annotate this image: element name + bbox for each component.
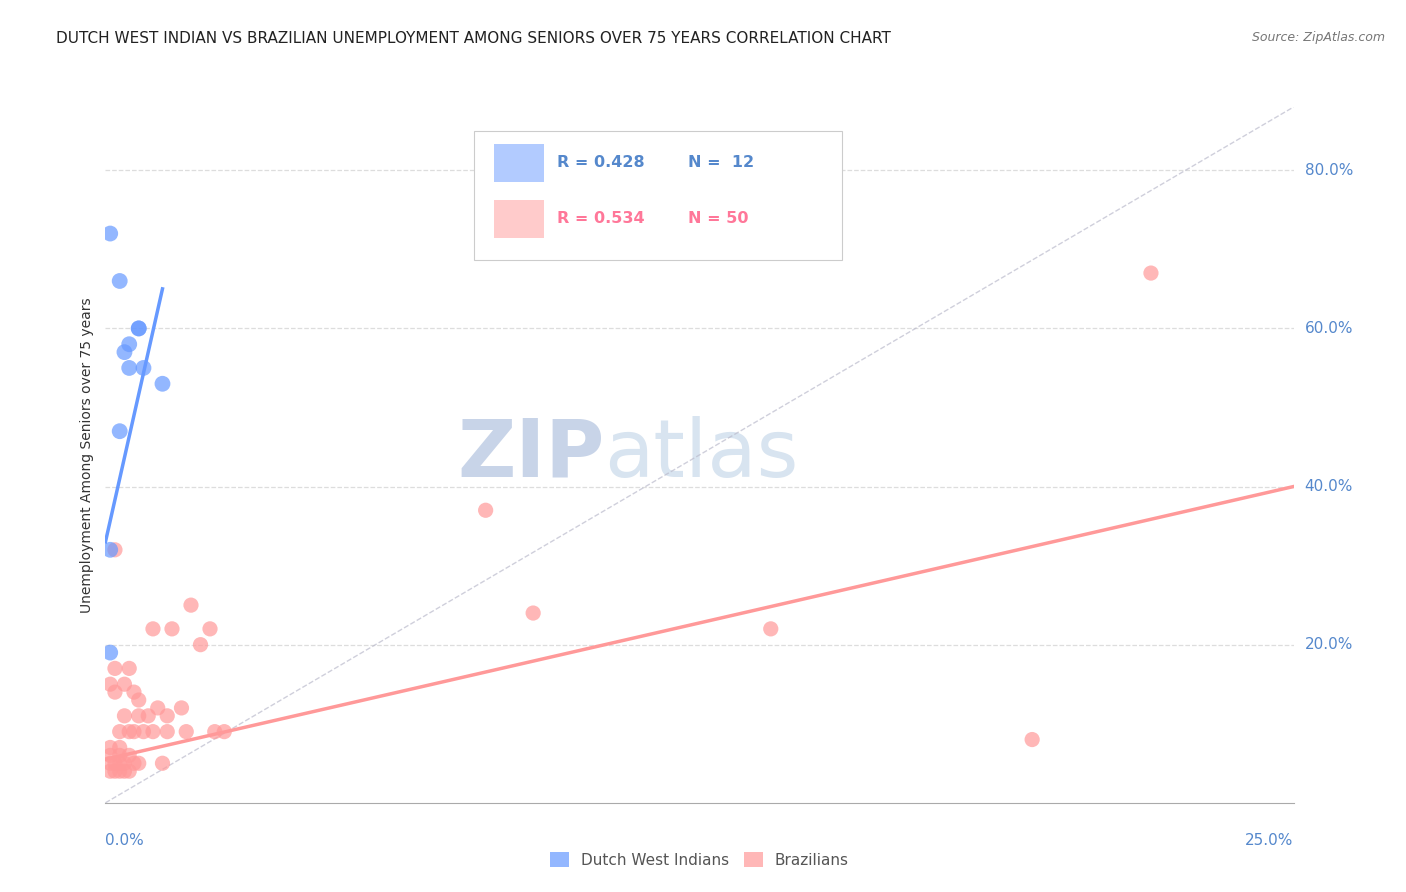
Point: [118, 748, 141, 763]
Point: [104, 764, 127, 779]
Point: [128, 708, 150, 723]
Text: Source: ZipAtlas.com: Source: ZipAtlas.com: [1251, 31, 1385, 45]
Point: [98, 764, 121, 779]
Point: [128, 321, 150, 335]
Point: [128, 693, 150, 707]
Text: DUTCH WEST INDIAN VS BRAZILIAN UNEMPLOYMENT AMONG SENIORS OVER 75 YEARS CORRELAT: DUTCH WEST INDIAN VS BRAZILIAN UNEMPLOYM…: [56, 31, 891, 46]
Text: ZIP: ZIP: [457, 416, 605, 494]
Point: [146, 701, 169, 715]
Point: [156, 724, 179, 739]
Point: [122, 685, 145, 699]
Point: [128, 756, 150, 771]
Point: [114, 764, 136, 779]
Point: [474, 503, 496, 517]
Point: [204, 724, 226, 739]
Point: [98, 740, 121, 755]
Point: [136, 708, 159, 723]
Point: [190, 638, 212, 652]
Point: [108, 274, 131, 288]
Point: [104, 542, 127, 557]
Point: [118, 764, 141, 779]
FancyBboxPatch shape: [474, 131, 842, 260]
Point: [122, 756, 145, 771]
Point: [114, 345, 136, 359]
Point: [128, 321, 150, 335]
Point: [104, 661, 127, 675]
Point: [108, 424, 131, 438]
FancyBboxPatch shape: [494, 144, 544, 182]
Text: 25.0%: 25.0%: [1246, 833, 1294, 848]
Point: [108, 764, 131, 779]
Legend: Dutch West Indians, Brazilians: Dutch West Indians, Brazilians: [543, 844, 856, 875]
Point: [122, 724, 145, 739]
Point: [132, 360, 155, 375]
Point: [114, 708, 136, 723]
Point: [160, 622, 183, 636]
Point: [522, 606, 544, 620]
Text: atlas: atlas: [605, 416, 799, 494]
Point: [118, 360, 141, 375]
Point: [152, 376, 174, 391]
Point: [104, 685, 127, 699]
Point: [108, 756, 131, 771]
Point: [170, 701, 193, 715]
Point: [108, 724, 131, 739]
Point: [1021, 732, 1043, 747]
Point: [174, 724, 197, 739]
Point: [98, 646, 121, 660]
Text: R = 0.534: R = 0.534: [557, 211, 644, 226]
Text: N = 50: N = 50: [688, 211, 748, 226]
Point: [118, 337, 141, 351]
Point: [98, 227, 121, 241]
Point: [156, 708, 179, 723]
Point: [98, 748, 121, 763]
FancyBboxPatch shape: [494, 200, 544, 238]
Text: 60.0%: 60.0%: [1305, 321, 1353, 336]
Point: [198, 622, 221, 636]
Point: [118, 661, 141, 675]
Text: N =  12: N = 12: [688, 155, 754, 170]
Point: [118, 724, 141, 739]
Point: [180, 598, 202, 612]
Point: [1140, 266, 1163, 280]
Point: [114, 677, 136, 691]
Point: [152, 756, 174, 771]
Point: [98, 677, 121, 691]
Point: [142, 724, 165, 739]
Point: [114, 756, 136, 771]
Point: [104, 756, 127, 771]
Point: [98, 756, 121, 771]
Text: 40.0%: 40.0%: [1305, 479, 1353, 494]
Point: [132, 724, 155, 739]
Text: 80.0%: 80.0%: [1305, 163, 1353, 178]
Point: [108, 748, 131, 763]
Point: [108, 740, 131, 755]
Text: R = 0.428: R = 0.428: [557, 155, 644, 170]
Point: [214, 724, 236, 739]
Text: 20.0%: 20.0%: [1305, 637, 1353, 652]
Point: [759, 622, 782, 636]
Text: 0.0%: 0.0%: [105, 833, 145, 848]
Y-axis label: Unemployment Among Seniors over 75 years: Unemployment Among Seniors over 75 years: [80, 297, 94, 613]
Point: [142, 622, 165, 636]
Point: [98, 542, 121, 557]
